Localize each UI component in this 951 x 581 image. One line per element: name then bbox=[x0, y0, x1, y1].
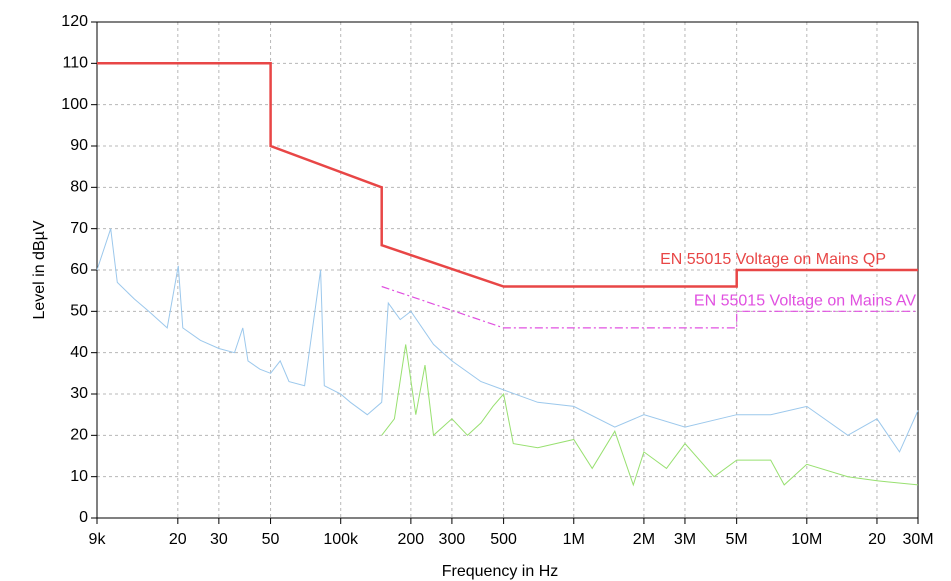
trace bbox=[381, 344, 919, 487]
x-tick-label: 30 bbox=[210, 531, 228, 548]
x-tick-label: 200 bbox=[398, 531, 425, 548]
x-tick-label: 50 bbox=[262, 531, 280, 548]
limit-line bbox=[381, 285, 918, 329]
y-tick-label: 90 bbox=[70, 137, 88, 154]
limit-label: EN 55015 Voltage on Mains AV bbox=[694, 293, 916, 310]
x-tick-label: 5M bbox=[726, 531, 748, 548]
x-tick-label: 500 bbox=[490, 531, 517, 548]
y-tick-label: 100 bbox=[61, 96, 88, 113]
limit-label: EN 55015 Voltage on Mains QP bbox=[660, 251, 886, 268]
y-axis-label: Level in dBµV bbox=[31, 220, 48, 319]
y-tick-label: 10 bbox=[70, 468, 88, 485]
x-tick-label: 3M bbox=[674, 531, 696, 548]
y-tick-label: 0 bbox=[79, 509, 88, 526]
limit-line bbox=[97, 62, 918, 288]
x-tick-label: 20 bbox=[868, 531, 886, 548]
y-tick-label: 110 bbox=[62, 55, 88, 72]
x-tick-label: 10M bbox=[791, 531, 822, 548]
y-tick-label: 80 bbox=[70, 179, 88, 196]
y-tick-label: 50 bbox=[70, 303, 88, 320]
y-tick-label: 70 bbox=[70, 220, 88, 237]
x-axis-label: Frequency in Hz bbox=[442, 563, 559, 580]
x-tick-label: 30M bbox=[902, 531, 933, 548]
x-tick-label: 9k bbox=[89, 531, 107, 548]
x-tick-label: 300 bbox=[439, 531, 466, 548]
x-tick-label: 100k bbox=[323, 531, 359, 548]
y-tick-label: 40 bbox=[70, 344, 88, 361]
x-tick-label: 1M bbox=[563, 531, 585, 548]
x-tick-label: 2M bbox=[633, 531, 655, 548]
y-tick-label: 60 bbox=[70, 261, 88, 278]
x-tick-label: 20 bbox=[169, 531, 187, 548]
y-tick-label: 30 bbox=[70, 385, 88, 402]
y-tick-label: 120 bbox=[61, 13, 88, 30]
trace bbox=[96, 228, 919, 453]
y-tick-label: 20 bbox=[70, 427, 88, 444]
